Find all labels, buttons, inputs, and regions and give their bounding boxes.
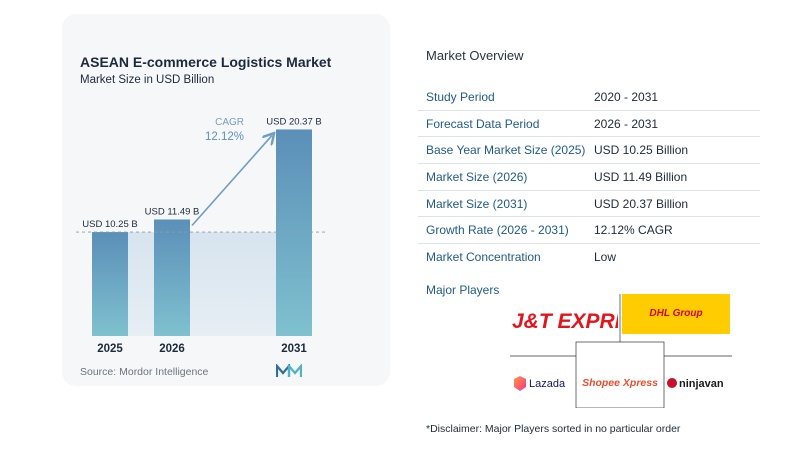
lazada-heart-icon: [514, 376, 526, 391]
overview-label: Base Year Market Size (2025): [426, 143, 586, 158]
logo-lazada-text: Lazada: [529, 378, 566, 390]
disclaimer: *Disclaimer: Major Players sorted in no …: [426, 423, 681, 435]
data-label-2026: USD 11.49 B: [145, 206, 200, 217]
logo-ninjavan: ninjavan: [666, 372, 732, 394]
overview-row: Market Concentration Low: [418, 244, 760, 271]
logo-jt-text: J&T EXPRESS: [512, 310, 618, 333]
overview-label: Market Size (2026): [426, 170, 528, 185]
logo-lazada: Lazada: [512, 372, 576, 394]
overview-value: 12.12% CAGR: [594, 223, 673, 238]
overview-label: Study Period: [426, 90, 495, 104]
logo-shopee-text: Shopee Xpress: [582, 377, 658, 389]
bar-2025: [92, 232, 128, 336]
x-tick-2031: 2031: [281, 343, 307, 355]
chart-title: ASEAN E-commerce Logistics Market: [80, 54, 332, 70]
overview-table: Study Period 2020 - 2031 Forecast Data P…: [418, 84, 760, 271]
logo-jt-express: J&T EXPRESS: [512, 308, 657, 334]
logo-ninjavan-text: ninjavan: [679, 378, 724, 390]
overview-row: Study Period 2020 - 2031: [418, 84, 760, 111]
chart-card: USD 10.25 B 2025 USD 11.49 B 2026 USD 20.37 …: [62, 14, 390, 386]
chart-subtitle: Market Size in USD Billion: [80, 74, 215, 86]
bar-chart: USD 10.25 B 2025 USD 11.49 B 2026 USD 20.37 …: [76, 116, 326, 355]
major-players-title: Major Players: [426, 283, 500, 297]
x-tick-2025: 2025: [97, 343, 123, 355]
ninjavan-mark-icon: [667, 378, 677, 388]
logo-shopee-xpress: Shopee Xpress: [576, 372, 664, 394]
base-level-band: [92, 232, 312, 336]
overview-title: Market Overview: [426, 48, 524, 63]
overview-value: Low: [594, 250, 617, 265]
mordor-logo-icon: [276, 364, 302, 377]
cagr-arrow: [191, 135, 272, 227]
overview-row: Base Year Market Size (2025) USD 10.25 B…: [418, 137, 760, 165]
cagr-value: 12.12%: [205, 131, 244, 143]
overview-row: Market Size (2031) USD 20.37 Billion: [418, 191, 760, 218]
overview-value: USD 11.49 Billion: [594, 170, 688, 185]
overview-value: USD 10.25 Billion: [594, 143, 689, 158]
overview-row: Forecast Data Period 2026 - 2031: [418, 111, 760, 138]
data-label-2031: USD 20.37 B: [266, 116, 321, 127]
bar-2031: [276, 129, 312, 336]
overview-value: USD 20.37 Billion: [594, 196, 689, 211]
overview-row: Market Size (2026) USD 11.49 Billion: [418, 164, 760, 191]
overview-value: 2020 - 2031: [594, 90, 659, 104]
cagr-label: CAGR: [215, 117, 244, 128]
data-label-2025: USD 10.25 B: [82, 219, 137, 230]
logo-dhl-text: DHL Group: [649, 308, 702, 319]
overview-label: Growth Rate (2026 - 2031): [426, 223, 569, 238]
x-tick-2026: 2026: [159, 343, 185, 355]
players-logo-grid: J&T EXPRESS DHL Group Lazada: [510, 292, 732, 408]
logo-dhl: DHL Group: [622, 294, 730, 334]
overview-label: Market Concentration: [426, 250, 541, 265]
bar-2026: [154, 219, 190, 336]
overview-value: 2026 - 2031: [594, 116, 659, 131]
overview-label: Forecast Data Period: [426, 116, 540, 131]
source-label: Source: Mordor Intelligence: [80, 366, 209, 378]
overview-row: Growth Rate (2026 - 2031) 12.12% CAGR: [418, 217, 760, 245]
overview-label: Market Size (2031): [426, 196, 528, 211]
